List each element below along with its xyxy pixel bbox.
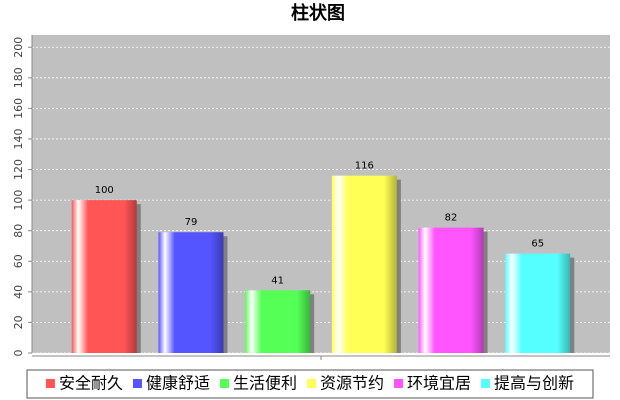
value-label: 82	[445, 213, 458, 224]
value-label: 41	[271, 275, 284, 286]
bar	[331, 175, 397, 353]
value-label: 65	[531, 239, 544, 250]
chart-title: 柱状图	[291, 2, 345, 24]
value-label: 100	[95, 185, 114, 196]
legend-label: 安全耐久	[59, 374, 123, 393]
legend-label: 生活便利	[233, 374, 297, 393]
legend-label: 资源节约	[320, 374, 384, 393]
bar	[418, 227, 484, 353]
legend-label: 健康舒适	[146, 374, 210, 393]
y-tick-label: 0	[12, 350, 25, 357]
bar	[505, 253, 571, 353]
y-tick-label: 200	[12, 37, 25, 58]
legend-label: 环境宜居	[407, 374, 471, 393]
value-label: 116	[355, 161, 374, 172]
legend-swatch	[132, 379, 142, 388]
bar	[71, 200, 137, 353]
y-tick-label: 20	[12, 315, 25, 329]
y-tick-label: 180	[12, 67, 25, 88]
legend-swatch	[307, 379, 316, 388]
bar	[158, 232, 224, 353]
y-tick-label: 160	[12, 98, 25, 119]
legend-swatch	[481, 379, 491, 388]
bar	[245, 290, 311, 353]
legend-swatch	[45, 379, 55, 388]
value-label: 79	[185, 217, 198, 228]
legend-swatch	[394, 379, 404, 388]
y-tick-label: 80	[12, 224, 25, 238]
y-tick-label: 140	[12, 128, 25, 149]
y-tick-label: 100	[12, 190, 25, 211]
legend-swatch	[219, 379, 229, 388]
legend-label: 提高与创新	[494, 374, 574, 393]
y-tick-label: 60	[12, 254, 25, 268]
y-tick-label: 40	[12, 285, 25, 299]
y-tick-label: 120	[12, 159, 25, 180]
